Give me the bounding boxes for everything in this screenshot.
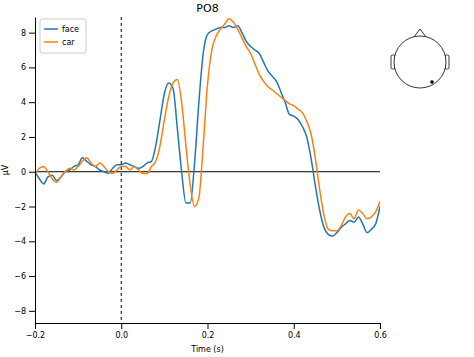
y-tick-label: 2 bbox=[21, 133, 26, 142]
plot-area bbox=[35, 17, 380, 323]
y-axis: −8 −6 −4 −2 0 2 4 6 8 bbox=[14, 18, 35, 324]
y-tick-mark bbox=[29, 311, 35, 312]
x-tick-mark bbox=[208, 323, 209, 329]
x-tick: 0.0 bbox=[115, 323, 128, 340]
y-tick: 0 bbox=[21, 168, 35, 177]
y-tick: −8 bbox=[14, 307, 35, 316]
title: PO8 bbox=[196, 2, 218, 15]
y-tick-mark bbox=[29, 102, 35, 103]
x-tick: 0.6 bbox=[374, 323, 387, 340]
y-tick-mark bbox=[29, 67, 35, 68]
series-line bbox=[35, 19, 380, 231]
y-tick-mark bbox=[29, 276, 35, 277]
head-outline bbox=[394, 36, 446, 88]
x-tick-mark bbox=[35, 323, 36, 329]
y-tick-mark bbox=[29, 137, 35, 138]
x-tick-mark bbox=[294, 323, 295, 329]
x-tick: 0.2 bbox=[202, 323, 215, 340]
y-tick-mark bbox=[29, 207, 35, 208]
x-tick-label: 0.2 bbox=[202, 331, 215, 340]
y-tick-label: −2 bbox=[14, 203, 26, 212]
legend: face car bbox=[40, 19, 86, 53]
y-tick: 4 bbox=[21, 98, 35, 107]
legend-box bbox=[40, 19, 86, 53]
y-tick-mark bbox=[29, 241, 35, 242]
y-tick: −2 bbox=[14, 203, 35, 212]
y-tick-mark bbox=[29, 172, 35, 173]
y-tick-mark bbox=[29, 33, 35, 34]
y-axis-title: µV bbox=[1, 164, 10, 175]
y-tick-label: 6 bbox=[21, 63, 26, 72]
legend-swatch bbox=[44, 41, 58, 43]
x-tick-label: −0.2 bbox=[26, 331, 45, 340]
y-tick-label: −4 bbox=[14, 237, 26, 246]
series-line bbox=[35, 26, 380, 236]
x-tick-mark bbox=[121, 323, 122, 329]
x-tick-label: 0.4 bbox=[288, 331, 301, 340]
onset-line bbox=[121, 17, 122, 323]
y-tick: 6 bbox=[21, 63, 35, 72]
x-tick-mark bbox=[380, 323, 381, 329]
x-axis-title: Time (s) bbox=[190, 345, 224, 354]
y-tick-label: −8 bbox=[14, 307, 26, 316]
legend-label: face bbox=[62, 25, 79, 34]
y-tick: −4 bbox=[14, 237, 35, 246]
y-axis-line bbox=[35, 18, 36, 324]
y-tick-label: 4 bbox=[21, 98, 26, 107]
y-tick: −6 bbox=[14, 272, 35, 281]
x-tick: −0.2 bbox=[26, 323, 45, 340]
y-tick: 8 bbox=[21, 29, 35, 38]
y-tick: 2 bbox=[21, 133, 35, 142]
x-tick-label: 0.0 bbox=[115, 331, 128, 340]
sensor-inset bbox=[391, 29, 449, 88]
sensor-dot bbox=[430, 80, 434, 84]
legend-swatch bbox=[44, 28, 58, 30]
zero-line bbox=[35, 171, 380, 172]
y-tick-label: 8 bbox=[21, 29, 26, 38]
x-tick-label: 0.6 bbox=[374, 331, 387, 340]
x-tick: 0.4 bbox=[288, 323, 301, 340]
legend-label: car bbox=[62, 38, 75, 47]
y-tick-label: −6 bbox=[14, 272, 26, 281]
y-tick-label: 0 bbox=[21, 168, 26, 177]
x-axis: −0.2 0.0 0.2 0.4 0.6 bbox=[26, 323, 387, 340]
chart: −0.2 0.0 0.2 0.4 0.6 −8 −6 −4 −2 0 2 4 6 8 PO8 Time (s)… bbox=[0, 0, 474, 357]
